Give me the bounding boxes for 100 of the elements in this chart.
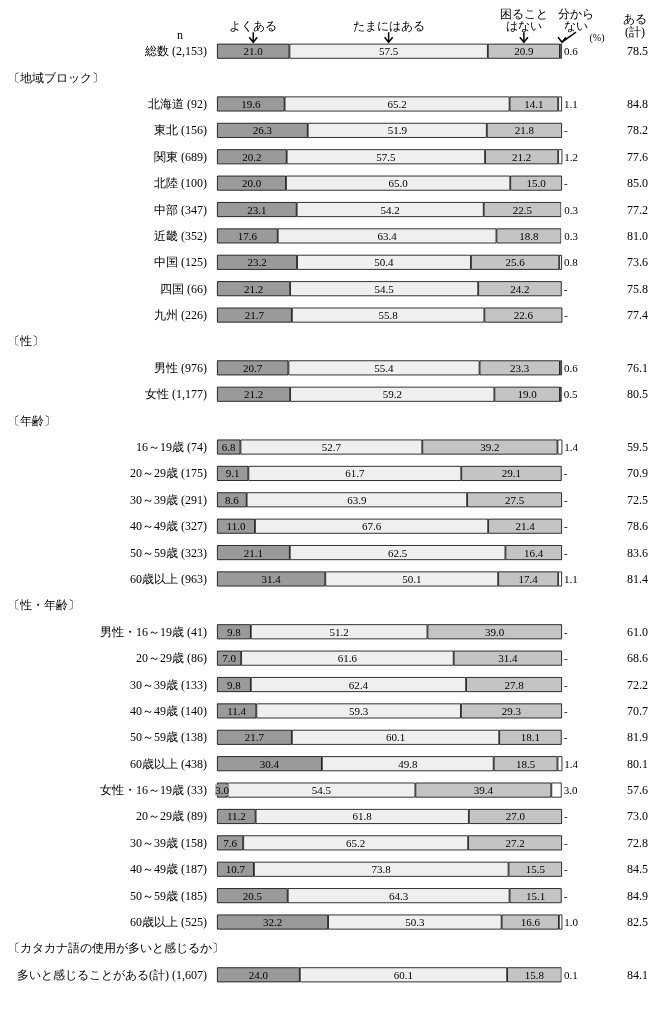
data-label: 24.0 bbox=[248, 968, 269, 981]
data-label: 27.2 bbox=[505, 836, 525, 849]
data-label: 61.6 bbox=[337, 652, 358, 665]
text: 〔性〕 bbox=[8, 334, 44, 349]
data-label: 20.7 bbox=[243, 361, 263, 374]
data-label: 39.2 bbox=[480, 441, 500, 454]
text: 〔地域ブロック〕 bbox=[8, 70, 104, 85]
text: 81.4 bbox=[627, 571, 648, 586]
data-label: 11.4 bbox=[227, 704, 247, 717]
y-tick-label: 九州 (226) bbox=[154, 308, 207, 323]
data-label: 52.7 bbox=[321, 441, 342, 454]
data-label: 30.4 bbox=[259, 757, 280, 770]
data-label: 14.1 bbox=[524, 97, 544, 110]
data-label: 21.0 bbox=[243, 45, 264, 58]
data-label: 1.2 bbox=[564, 150, 579, 163]
data-label: 29.3 bbox=[501, 704, 522, 717]
y-tick-label: 30～39歳 (133) bbox=[130, 677, 207, 692]
data-label: 20.5 bbox=[242, 889, 263, 902]
text: ある(計) bbox=[623, 11, 647, 39]
text: 68.6 bbox=[627, 651, 648, 666]
text: 77.6 bbox=[627, 149, 648, 164]
data-label: 65.2 bbox=[387, 97, 407, 110]
series-label: 困ることはない bbox=[499, 7, 548, 34]
text: 84.8 bbox=[627, 96, 648, 111]
data-label: - bbox=[564, 309, 569, 322]
data-label: 61.8 bbox=[352, 810, 373, 823]
text: 85.0 bbox=[627, 176, 648, 191]
data-label: 60.1 bbox=[393, 968, 414, 981]
data-label: 50.1 bbox=[402, 572, 422, 585]
data-label: 65.2 bbox=[346, 836, 366, 849]
data-label: 23.2 bbox=[247, 256, 267, 269]
data-label: 21.7 bbox=[244, 731, 265, 744]
text: 72.5 bbox=[627, 492, 648, 507]
data-label: 9.8 bbox=[227, 625, 242, 638]
text: 〔年齢〕 bbox=[8, 413, 56, 428]
data-label: 55.4 bbox=[374, 361, 395, 374]
data-label: 15.1 bbox=[525, 889, 546, 902]
data-label: 1.0 bbox=[564, 916, 579, 929]
data-label: 16.6 bbox=[520, 916, 541, 929]
data-label: 26.3 bbox=[252, 124, 273, 137]
data-label: 59.3 bbox=[349, 704, 369, 717]
data-label: - bbox=[564, 177, 568, 190]
y-tick-label: 20～29歳 (175) bbox=[130, 466, 207, 481]
data-label: 49.8 bbox=[398, 757, 418, 770]
data-label: 20.0 bbox=[241, 177, 262, 190]
text: 80.5 bbox=[627, 387, 648, 402]
data-label: - bbox=[564, 625, 568, 638]
text: 〔性・年齢〕 bbox=[8, 598, 80, 613]
data-label: 11.2 bbox=[226, 810, 246, 823]
data-label: - bbox=[564, 863, 568, 876]
data-label: 0.6 bbox=[564, 361, 579, 374]
data-label: 51.2 bbox=[329, 625, 349, 638]
data-label: 15.5 bbox=[525, 863, 546, 876]
data-label: 59.2 bbox=[382, 388, 402, 401]
y-tick-label: 女性・16～19歳 (33) bbox=[100, 783, 207, 798]
text: 84.1 bbox=[627, 967, 648, 982]
y-tick-label: 多いと感じることがある(計) (1,607) bbox=[17, 967, 207, 982]
text: 70.7 bbox=[627, 703, 648, 718]
data-label: 1.4 bbox=[564, 757, 579, 770]
data-label: 21.2 bbox=[243, 282, 264, 295]
y-tick-label: 50～59歳 (323) bbox=[130, 545, 207, 560]
y-tick-label: 四国 (66) bbox=[160, 281, 207, 296]
data-label: 18.8 bbox=[519, 229, 540, 242]
data-label: - bbox=[564, 836, 568, 849]
y-tick-label: 男性 (976) bbox=[154, 360, 207, 375]
data-label: 31.4 bbox=[261, 572, 282, 585]
data-label: 20.2 bbox=[242, 150, 262, 163]
data-label: - bbox=[564, 520, 568, 533]
data-label: 11.0 bbox=[226, 520, 246, 533]
text: 70.9 bbox=[627, 466, 648, 481]
y-tick-label: 40～49歳 (327) bbox=[130, 519, 207, 534]
text: 57.6 bbox=[627, 783, 648, 798]
text: 75.8 bbox=[627, 281, 648, 296]
y-tick-label: 東北 (156) bbox=[154, 123, 207, 138]
data-label: 23.1 bbox=[247, 203, 267, 216]
data-label: - bbox=[564, 546, 568, 559]
data-label: 0.1 bbox=[564, 968, 578, 981]
data-label: 62.5 bbox=[387, 546, 408, 559]
data-label: 19.6 bbox=[241, 97, 261, 110]
data-label: 15.8 bbox=[524, 968, 545, 981]
text: 73.0 bbox=[627, 809, 648, 824]
data-label: 20.9 bbox=[514, 45, 534, 58]
data-label: 21.2 bbox=[512, 150, 532, 163]
text: 77.4 bbox=[627, 308, 648, 323]
data-label: - bbox=[564, 652, 568, 665]
data-label: 21.7 bbox=[244, 309, 265, 322]
series-label: 分からない bbox=[558, 7, 594, 34]
y-tick-label: 女性 (1,177) bbox=[145, 387, 207, 402]
data-label: 27.0 bbox=[505, 810, 526, 823]
data-label: 73.8 bbox=[371, 863, 392, 876]
data-label: 25.6 bbox=[505, 256, 526, 269]
data-label: 60.1 bbox=[385, 731, 406, 744]
data-label: 0.8 bbox=[564, 256, 579, 269]
text: 61.0 bbox=[627, 624, 648, 639]
data-label: - bbox=[564, 678, 568, 691]
data-label: - bbox=[563, 731, 568, 744]
data-label: 1.1 bbox=[564, 97, 578, 110]
y-tick-label: 中部 (347) bbox=[154, 202, 207, 217]
data-label: 39.0 bbox=[485, 625, 505, 638]
text: 77.2 bbox=[627, 202, 648, 217]
